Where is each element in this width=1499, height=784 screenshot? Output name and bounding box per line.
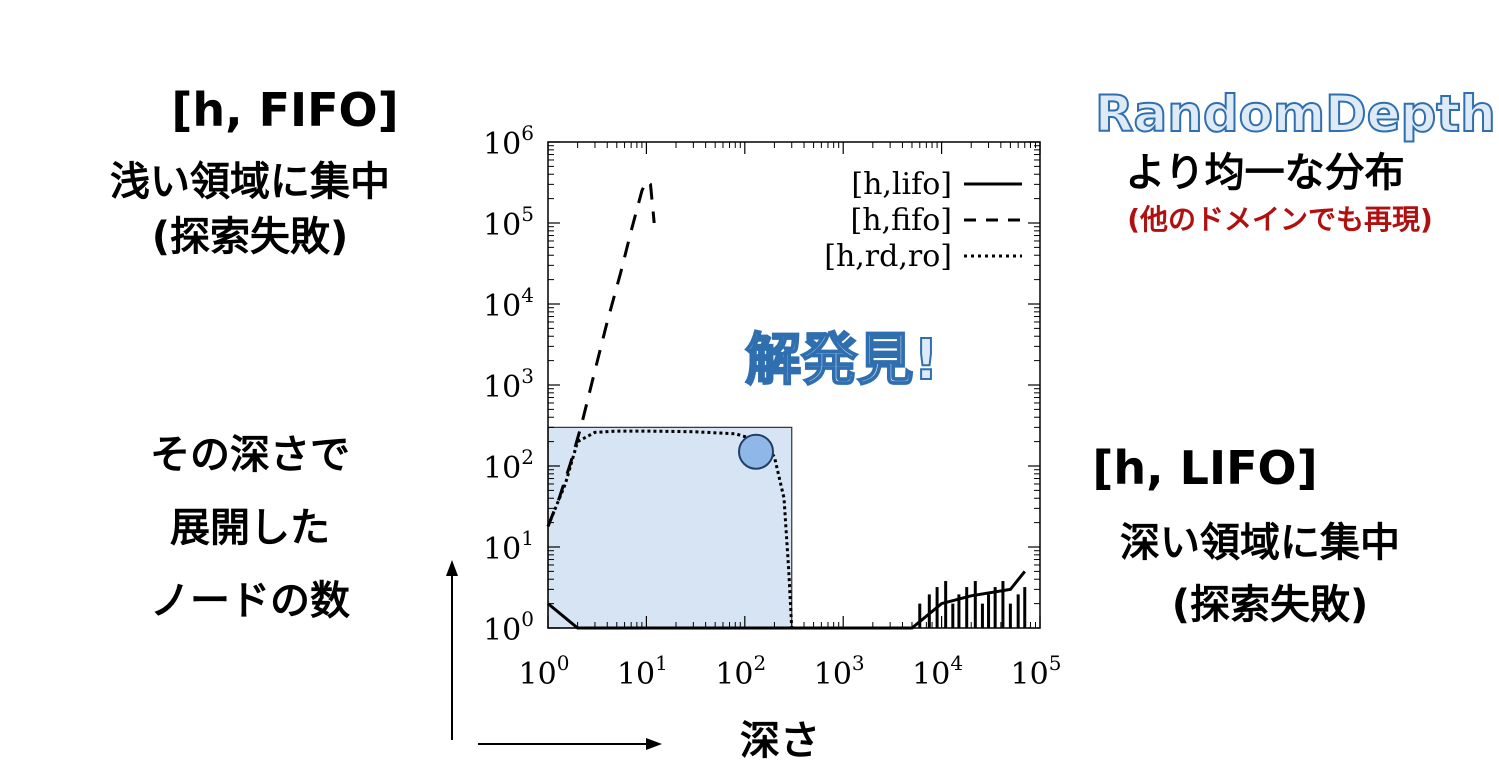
fifo-failure-note: (探索失敗) — [151, 214, 349, 260]
x-tick-label: 103 — [814, 651, 865, 692]
fifo-title: [h, FIFO] — [171, 83, 399, 137]
x-tick-label: 102 — [715, 651, 766, 692]
x-tick-label: 104 — [912, 651, 963, 692]
series-line-0 — [547, 570, 1026, 630]
legend-label-0: [h,lifo] — [851, 167, 952, 202]
x-arrow-head — [646, 738, 662, 750]
x-axis-label: 深さ — [740, 718, 820, 764]
fifo-description: 浅い領域に集中 — [110, 159, 390, 205]
y-tick-label: 106 — [483, 121, 534, 162]
y-tick-label: 101 — [483, 526, 534, 567]
legend-label-1: [h,fifo] — [851, 203, 952, 238]
x-tick-label: 105 — [1011, 651, 1062, 692]
x-tick-label: 100 — [519, 651, 570, 692]
randomdepth-title: RandomDepth — [1094, 84, 1497, 144]
y-axis-label-line1: その深さで — [150, 432, 350, 478]
lifo-title: [h, LIFO] — [1092, 441, 1318, 495]
y-tick-label: 100 — [483, 607, 534, 648]
y-tick-label: 103 — [483, 364, 534, 405]
solution-found-label: 解発見! — [744, 327, 940, 394]
randomdepth-note: (他のドメインでも再現) — [1127, 203, 1433, 236]
solution-marker — [738, 433, 775, 470]
x-tick-label: 101 — [617, 651, 668, 692]
y-tick-label: 102 — [483, 445, 534, 486]
y-tick-label: 105 — [483, 202, 534, 243]
legend-label-2: [h,rd,ro] — [824, 239, 952, 274]
y-axis-label-line2: 展開した — [170, 505, 330, 551]
y-tick-label: 104 — [483, 283, 534, 324]
lifo-failure-note: (探索失敗) — [1171, 582, 1369, 628]
y-axis-label-line3: ノードの数 — [150, 578, 350, 624]
lifo-description: 深い領域に集中 — [1120, 520, 1400, 566]
y-arrow-head — [446, 560, 458, 576]
randomdepth-description: より均一な分布 — [1125, 150, 1405, 196]
